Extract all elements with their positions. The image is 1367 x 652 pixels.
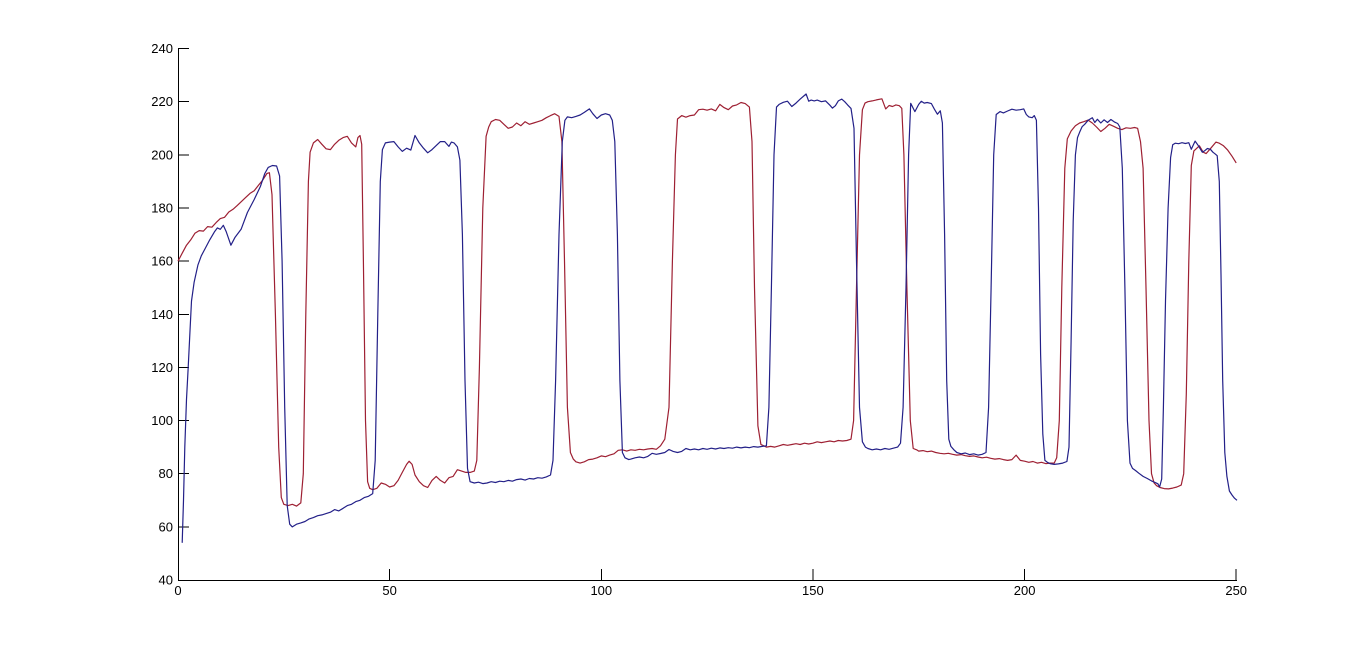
svg-text:100: 100 — [151, 413, 173, 428]
svg-text:200: 200 — [151, 147, 173, 162]
svg-text:200: 200 — [1014, 583, 1036, 598]
svg-text:100: 100 — [590, 583, 612, 598]
svg-text:150: 150 — [802, 583, 824, 598]
svg-text:80: 80 — [159, 466, 173, 481]
svg-text:50: 50 — [382, 583, 396, 598]
svg-text:180: 180 — [151, 201, 173, 216]
svg-text:240: 240 — [151, 41, 173, 56]
svg-text:140: 140 — [151, 307, 173, 322]
svg-text:250: 250 — [1225, 583, 1247, 598]
svg-text:120: 120 — [151, 360, 173, 375]
svg-text:60: 60 — [159, 519, 173, 534]
svg-text:0: 0 — [174, 583, 181, 598]
svg-text:160: 160 — [151, 254, 173, 269]
svg-text:40: 40 — [159, 573, 173, 588]
svg-text:220: 220 — [151, 94, 173, 109]
